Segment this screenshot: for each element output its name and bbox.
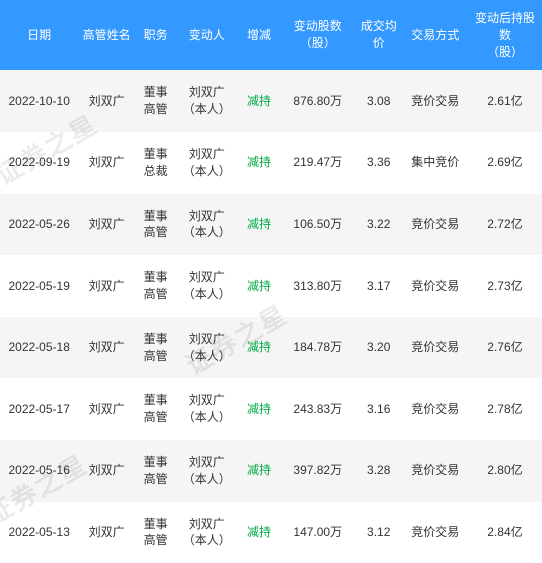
cell-price: 3.22	[355, 194, 403, 256]
cell-name: 刘双广	[78, 378, 135, 440]
cell-method: 竞价交易	[403, 70, 468, 132]
cell-action: 减持	[237, 255, 281, 317]
cell-title: 董事高管	[135, 255, 176, 317]
table-row: 2022-09-19刘双广董事总裁刘双广（本人）减持219.47万3.36集中竞…	[0, 132, 542, 194]
cell-shares: 147.00万	[281, 502, 355, 563]
cell-changer: 刘双广（本人）	[176, 378, 237, 440]
column-header: 变动后持股数（股）	[468, 0, 542, 70]
cell-changer: 刘双广（本人）	[176, 70, 237, 132]
table-row: 2022-05-18刘双广董事高管刘双广（本人）减持184.78万3.20竞价交…	[0, 317, 542, 379]
column-header: 职务	[135, 0, 176, 70]
cell-changer: 刘双广（本人）	[176, 194, 237, 256]
cell-price: 3.16	[355, 378, 403, 440]
table-header: 日期高管姓名职务变动人增减变动股数（股）成交均价交易方式变动后持股数（股）	[0, 0, 542, 70]
cell-shares: 397.82万	[281, 440, 355, 502]
cell-action: 减持	[237, 378, 281, 440]
cell-changer: 刘双广（本人）	[176, 317, 237, 379]
column-header: 变动股数（股）	[281, 0, 355, 70]
cell-after: 2.72亿	[468, 194, 542, 256]
cell-title: 董事高管	[135, 440, 176, 502]
cell-method: 竞价交易	[403, 378, 468, 440]
cell-date: 2022-05-19	[0, 255, 78, 317]
column-header: 增减	[237, 0, 281, 70]
cell-name: 刘双广	[78, 255, 135, 317]
column-header: 日期	[0, 0, 78, 70]
cell-title: 董事高管	[135, 502, 176, 563]
cell-action: 减持	[237, 132, 281, 194]
cell-shares: 876.80万	[281, 70, 355, 132]
table-row: 2022-05-13刘双广董事高管刘双广（本人）减持147.00万3.12竞价交…	[0, 502, 542, 563]
cell-date: 2022-05-26	[0, 194, 78, 256]
cell-method: 竞价交易	[403, 317, 468, 379]
cell-changer: 刘双广（本人）	[176, 255, 237, 317]
table-row: 2022-05-19刘双广董事高管刘双广（本人）减持313.80万3.17竞价交…	[0, 255, 542, 317]
cell-shares: 184.78万	[281, 317, 355, 379]
cell-price: 3.08	[355, 70, 403, 132]
cell-date: 2022-05-16	[0, 440, 78, 502]
cell-title: 董事高管	[135, 194, 176, 256]
cell-method: 集中竞价	[403, 132, 468, 194]
cell-date: 2022-05-13	[0, 502, 78, 563]
cell-date: 2022-10-10	[0, 70, 78, 132]
cell-name: 刘双广	[78, 194, 135, 256]
cell-method: 竞价交易	[403, 194, 468, 256]
cell-date: 2022-09-19	[0, 132, 78, 194]
cell-name: 刘双广	[78, 502, 135, 563]
cell-after: 2.76亿	[468, 317, 542, 379]
cell-action: 减持	[237, 440, 281, 502]
cell-after: 2.61亿	[468, 70, 542, 132]
cell-price: 3.17	[355, 255, 403, 317]
table-body: 2022-10-10刘双广董事高管刘双广（本人）减持876.80万3.08竞价交…	[0, 70, 542, 563]
stock-table-container: 证券之星 证券之星 证券之星 日期高管姓名职务变动人增减变动股数（股）成交均价交…	[0, 0, 542, 563]
cell-after: 2.73亿	[468, 255, 542, 317]
cell-title: 董事高管	[135, 317, 176, 379]
cell-action: 减持	[237, 194, 281, 256]
column-header: 高管姓名	[78, 0, 135, 70]
cell-method: 竞价交易	[403, 440, 468, 502]
table-row: 2022-05-26刘双广董事高管刘双广（本人）减持106.50万3.22竞价交…	[0, 194, 542, 256]
cell-action: 减持	[237, 502, 281, 563]
table-row: 2022-10-10刘双广董事高管刘双广（本人）减持876.80万3.08竞价交…	[0, 70, 542, 132]
cell-name: 刘双广	[78, 317, 135, 379]
table-row: 2022-05-16刘双广董事高管刘双广（本人）减持397.82万3.28竞价交…	[0, 440, 542, 502]
cell-after: 2.78亿	[468, 378, 542, 440]
column-header: 成交均价	[355, 0, 403, 70]
cell-changer: 刘双广（本人）	[176, 132, 237, 194]
cell-price: 3.28	[355, 440, 403, 502]
stock-table: 日期高管姓名职务变动人增减变动股数（股）成交均价交易方式变动后持股数（股） 20…	[0, 0, 542, 563]
cell-title: 董事高管	[135, 70, 176, 132]
cell-method: 竞价交易	[403, 255, 468, 317]
cell-after: 2.80亿	[468, 440, 542, 502]
cell-shares: 313.80万	[281, 255, 355, 317]
cell-date: 2022-05-18	[0, 317, 78, 379]
cell-after: 2.69亿	[468, 132, 542, 194]
cell-changer: 刘双广（本人）	[176, 502, 237, 563]
cell-shares: 243.83万	[281, 378, 355, 440]
cell-name: 刘双广	[78, 132, 135, 194]
column-header: 交易方式	[403, 0, 468, 70]
cell-method: 竞价交易	[403, 502, 468, 563]
cell-price: 3.20	[355, 317, 403, 379]
cell-title: 董事高管	[135, 378, 176, 440]
table-row: 2022-05-17刘双广董事高管刘双广（本人）减持243.83万3.16竞价交…	[0, 378, 542, 440]
column-header: 变动人	[176, 0, 237, 70]
cell-name: 刘双广	[78, 440, 135, 502]
cell-after: 2.84亿	[468, 502, 542, 563]
cell-changer: 刘双广（本人）	[176, 440, 237, 502]
cell-title: 董事总裁	[135, 132, 176, 194]
cell-action: 减持	[237, 317, 281, 379]
cell-price: 3.12	[355, 502, 403, 563]
cell-date: 2022-05-17	[0, 378, 78, 440]
cell-name: 刘双广	[78, 70, 135, 132]
cell-shares: 219.47万	[281, 132, 355, 194]
cell-price: 3.36	[355, 132, 403, 194]
cell-action: 减持	[237, 70, 281, 132]
cell-shares: 106.50万	[281, 194, 355, 256]
